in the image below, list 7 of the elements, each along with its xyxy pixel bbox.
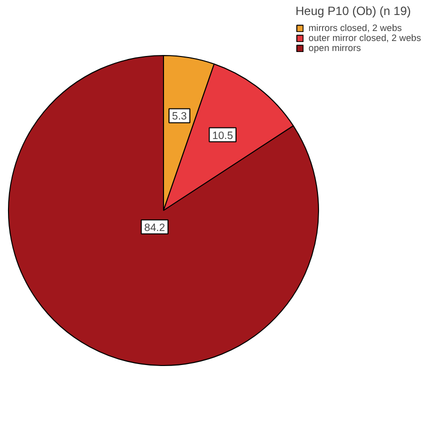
legend-label: open mirrors bbox=[308, 43, 361, 53]
legend-label: outer mirror closed, 2 webs bbox=[308, 33, 421, 43]
data-label: 84.2 bbox=[144, 222, 166, 234]
data-label: 10.5 bbox=[212, 130, 234, 142]
legend-label: mirrors closed, 2 webs bbox=[308, 23, 402, 33]
data-label: 5.3 bbox=[172, 110, 187, 123]
legend-title: Heug P10 (Ob) (n 19) bbox=[296, 4, 412, 18]
